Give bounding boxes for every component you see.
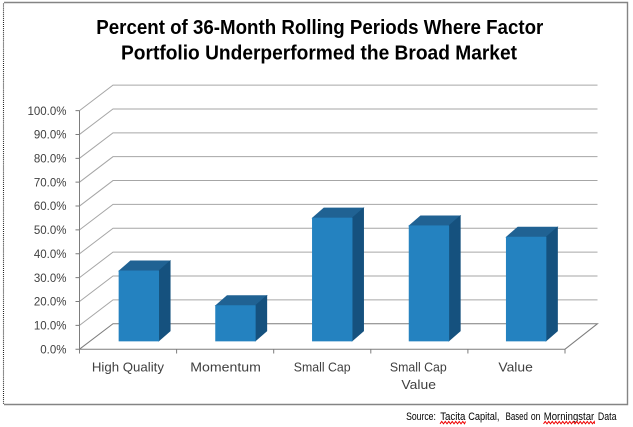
svg-text:Source:: Source: (406, 411, 436, 423)
svg-text:70.0%: 70.0% (34, 177, 67, 189)
svg-text:Small Cap: Small Cap (390, 361, 447, 375)
svg-text:High Quality: High Quality (92, 361, 165, 375)
svg-text:60.0%: 60.0% (34, 201, 67, 213)
svg-text:Portfolio Underperformed the B: Portfolio Underperformed the Broad Marke… (121, 42, 517, 65)
svg-text:Value: Value (498, 361, 533, 375)
svg-text:Capital,: Capital, (468, 411, 499, 423)
svg-text:20.0%: 20.0% (34, 297, 67, 309)
svg-text:30.0%: 30.0% (34, 273, 67, 285)
svg-text:Momentum: Momentum (190, 361, 261, 375)
svg-text:Percent of 36-Month Rolling Pe: Percent of 36-Month Rolling Periods Wher… (96, 16, 543, 39)
svg-text:80.0%: 80.0% (34, 154, 67, 166)
svg-text:40.0%: 40.0% (34, 249, 67, 261)
svg-text:0.0%: 0.0% (40, 344, 66, 356)
svg-text:Data: Data (598, 411, 617, 423)
svg-text:90.0%: 90.0% (34, 130, 67, 142)
svg-text:on: on (531, 411, 541, 423)
svg-text:10.0%: 10.0% (34, 321, 67, 333)
svg-text:Based: Based (506, 411, 528, 423)
svg-text:Tacita: Tacita (440, 411, 466, 423)
svg-text:50.0%: 50.0% (34, 225, 67, 237)
svg-text:Morningstar: Morningstar (544, 411, 595, 423)
svg-text:Value: Value (401, 378, 436, 392)
svg-text:Small Cap: Small Cap (294, 361, 351, 375)
svg-text:100.0%: 100.0% (27, 106, 66, 118)
